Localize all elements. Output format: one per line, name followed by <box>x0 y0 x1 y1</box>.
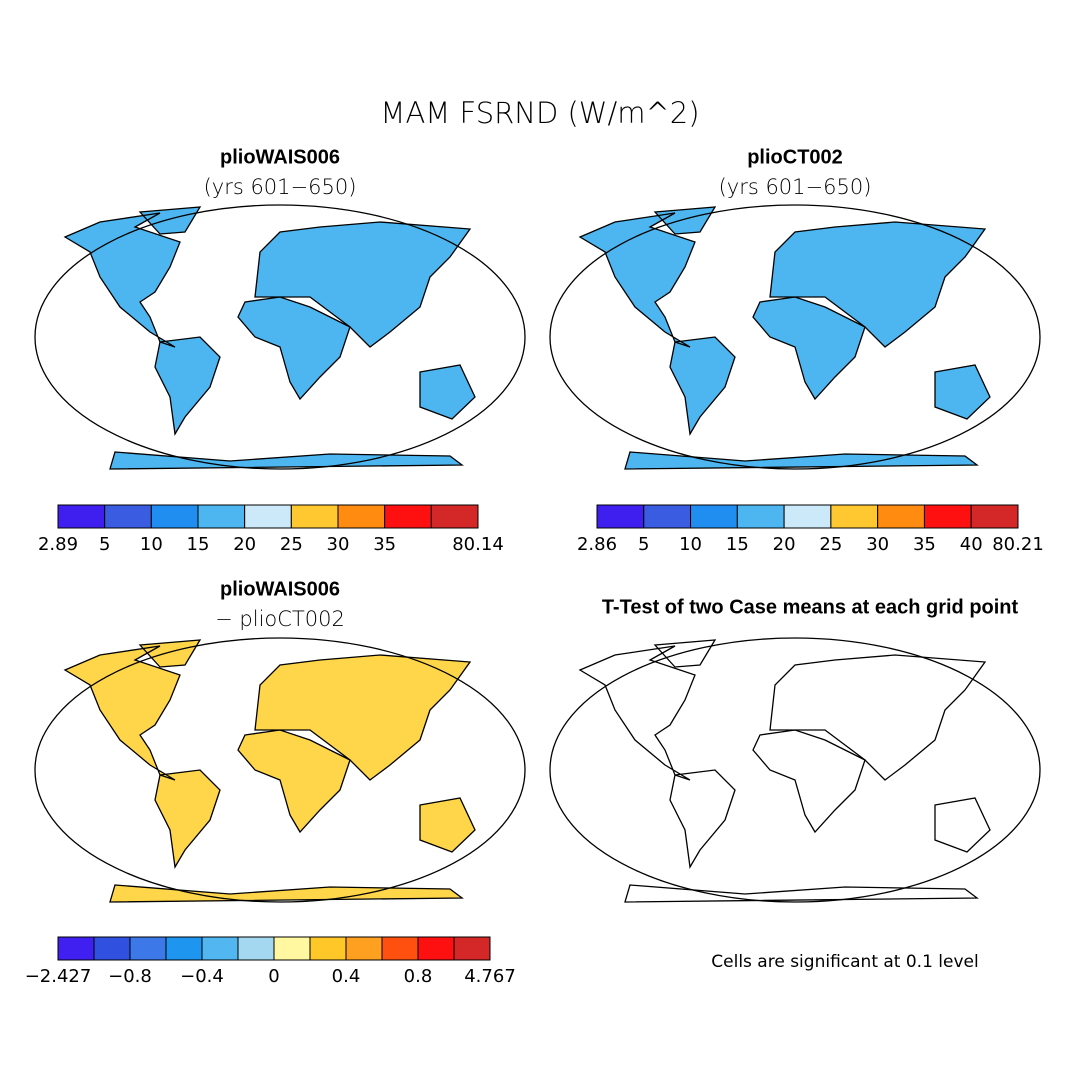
panel-title: plioCT002 <box>747 146 843 168</box>
colorbar-box <box>129 936 167 961</box>
colorbar-label: 20 <box>773 534 796 555</box>
map-border <box>549 637 1041 903</box>
map-border <box>34 204 526 470</box>
colorbar-box <box>273 936 311 961</box>
significant-cell <box>586 858 591 863</box>
colorbar-box <box>923 504 972 529</box>
colorbar-label: 2.86 <box>577 534 617 555</box>
colorbar-label: −0.8 <box>108 966 152 987</box>
significant-cell <box>940 651 945 656</box>
colorbar-label: 0.8 <box>404 966 433 987</box>
colorbar-box <box>197 504 246 529</box>
colorbar-box <box>201 936 239 961</box>
anomaly-patch <box>65 872 67 887</box>
panel-note: Cells are significant at 0.1 level <box>711 952 978 972</box>
colorbar-label: 30 <box>866 534 889 555</box>
panel-title: T-Test of two Case means at each grid po… <box>602 596 1019 618</box>
colorbar-label: 30 <box>327 534 350 555</box>
panel-subtitle: (yrs 601−650) <box>204 175 357 199</box>
colorbar-box <box>345 936 383 961</box>
colorbar-box <box>244 504 292 529</box>
colorbar-box <box>309 936 347 961</box>
anomaly-patch <box>451 640 474 658</box>
colorbar-label: 4.767 <box>464 966 516 987</box>
map <box>549 637 1041 903</box>
colorbar-label: 40 <box>960 534 983 555</box>
colorbar-box <box>417 936 455 961</box>
colorbar-box <box>453 936 491 961</box>
map <box>34 204 526 471</box>
panel-subtitle: − plioCT002 <box>215 607 345 631</box>
map <box>549 204 1041 471</box>
panel-title: plioWAIS006 <box>220 146 340 168</box>
colorbar-label: −2.427 <box>25 966 92 987</box>
colorbar-box <box>643 504 692 529</box>
colorbar-box <box>596 504 645 529</box>
colorbar-box <box>237 936 275 961</box>
panels: plioWAIS006 (yrs 601−650) 2.89 5 10 15 20 25 30 3… <box>25 146 1044 987</box>
map <box>34 637 526 903</box>
map-border <box>34 637 526 903</box>
colorbar-box <box>57 936 95 961</box>
colorbar-label: 25 <box>819 534 842 555</box>
colorbar-box <box>104 504 152 529</box>
panel-subtitle: (yrs 601−650) <box>719 175 872 199</box>
colorbar-box <box>877 504 925 529</box>
colorbar-label: 0.4 <box>332 966 361 987</box>
anomaly-patch <box>86 893 99 902</box>
anomaly-patch <box>453 883 463 893</box>
significant-cell <box>576 857 580 861</box>
significant-cell <box>588 684 593 689</box>
anomaly-patch <box>469 651 475 668</box>
anomaly-patch <box>92 866 115 890</box>
colorbar-box <box>381 936 419 961</box>
significant-cell <box>993 650 997 654</box>
significant-cell <box>581 854 586 859</box>
colorbar-box <box>165 936 203 961</box>
colorbar-label: 20 <box>233 534 256 555</box>
colorbar-box <box>384 504 432 529</box>
colorbar-box <box>690 504 738 529</box>
colorbar-label: 25 <box>280 534 303 555</box>
colorbar-box <box>150 504 199 529</box>
colorbar-box <box>783 504 832 529</box>
colorbar-label: 80.14 <box>452 534 504 555</box>
colorbar-box <box>337 504 386 529</box>
panel-title: plioWAIS006 <box>220 578 340 600</box>
significant-cell <box>909 643 914 648</box>
colorbar-box <box>57 504 106 529</box>
colorbar-label: 5 <box>638 534 649 555</box>
colorbar-box <box>290 504 339 529</box>
colorbar-box <box>970 504 1019 529</box>
colorbar-label: 5 <box>99 534 110 555</box>
colorbar-box <box>830 504 879 529</box>
colorbar-box <box>430 504 479 529</box>
colorbar-label: −0.4 <box>180 966 224 987</box>
colorbar-label: 10 <box>140 534 163 555</box>
colorbar-label: 35 <box>913 534 936 555</box>
anomaly-patch <box>441 640 452 646</box>
colorbar-label: 0 <box>268 966 279 987</box>
map-border <box>549 204 1041 470</box>
colorbar-label: 15 <box>187 534 210 555</box>
colorbar-label: 10 <box>679 534 702 555</box>
anomaly-patch <box>101 873 112 885</box>
significant-cell <box>965 899 970 902</box>
colorbar-label: 15 <box>726 534 749 555</box>
colorbar-box <box>93 936 131 961</box>
colorbar-box <box>736 504 785 529</box>
colorbar-label: 35 <box>373 534 396 555</box>
figure-title: MAM FSRND (W/m^2) <box>380 96 699 130</box>
colorbar-label: 80.21 <box>992 534 1044 555</box>
colorbar-label: 2.89 <box>38 534 78 555</box>
significant-cell <box>907 642 912 647</box>
